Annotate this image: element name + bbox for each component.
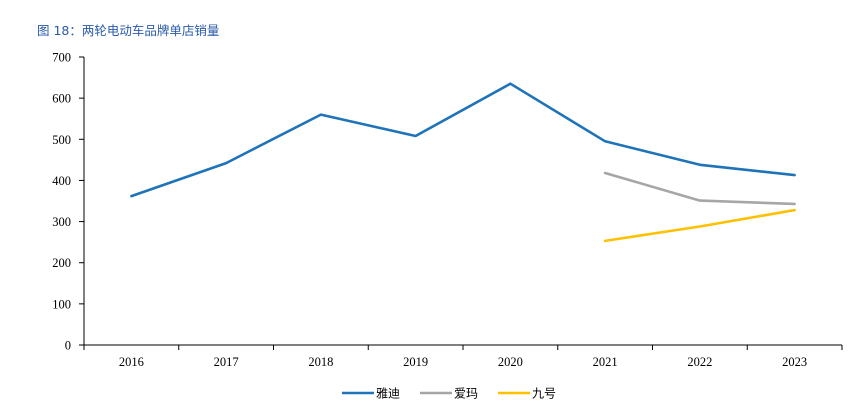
- y-tick-label: 700: [52, 51, 71, 65]
- y-tick-label: 100: [52, 297, 71, 311]
- series-line-雅迪: [130, 82, 796, 198]
- legend-label: 雅迪: [376, 386, 400, 401]
- x-tick-label: 2017: [214, 355, 239, 369]
- x-tick-label: 2019: [403, 355, 428, 369]
- series-lines: [130, 82, 796, 243]
- x-tick-label: 2022: [687, 355, 712, 369]
- x-tick-label: 2023: [782, 355, 807, 369]
- y-tick-label: 200: [52, 256, 71, 270]
- y-tick-label: 0: [65, 339, 71, 353]
- legend: 雅迪 爱玛 九号: [342, 386, 556, 401]
- figure-title: 图 18：两轮电动车品牌单店销量: [37, 23, 220, 38]
- series-line-爱玛: [603, 171, 796, 206]
- y-tick-label: 500: [52, 133, 71, 147]
- x-tick-label: 2021: [593, 355, 618, 369]
- legend-label: 爱玛: [454, 387, 478, 401]
- y-tick-label: 400: [52, 174, 71, 188]
- series-line-九号: [603, 208, 796, 243]
- x-tick-label: 2016: [119, 355, 144, 369]
- x-tick-label: 2020: [498, 355, 523, 369]
- legend-label: 九号: [532, 387, 556, 401]
- y-tick-label: 600: [52, 92, 71, 106]
- y-axis: 0 100 200 300 400 500 600 700: [52, 51, 85, 353]
- x-tick-label: 2018: [308, 355, 333, 369]
- x-axis: 2016 2017 2018 2019 2020 2021 2022 2023: [83, 344, 843, 369]
- y-tick-label: 300: [52, 215, 71, 229]
